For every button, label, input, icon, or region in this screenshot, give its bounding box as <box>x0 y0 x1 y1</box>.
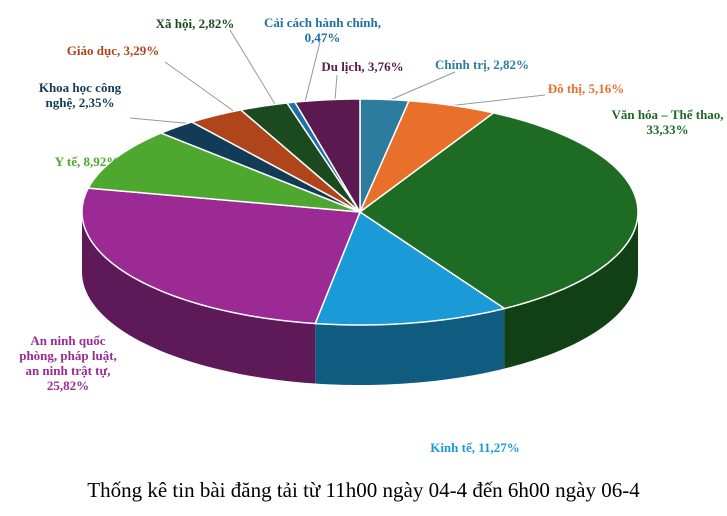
data-label: Kinh tế, 11,27% <box>430 440 520 455</box>
slice <box>81 187 362 325</box>
chart-title: Thống kê tin bài đăng tải từ 11h00 ngày … <box>87 478 640 502</box>
slice <box>314 210 507 326</box>
data-label: Cải cách hành chính, 0,47% <box>263 15 382 45</box>
slice <box>159 121 361 213</box>
slice <box>285 101 361 213</box>
slice-side <box>315 308 505 385</box>
data-label: Đô thị, 5,16% <box>547 81 625 96</box>
slice <box>239 102 361 213</box>
data-label: Y tế, 8,92% <box>54 154 120 169</box>
data-label: Khoa học công nghệ, 2,35% <box>38 80 122 110</box>
data-label: Văn hóa – Thể thao, 33,33% <box>611 107 724 137</box>
data-label: Du lịch, 3,76% <box>321 59 404 74</box>
leader-lines <box>129 29 546 126</box>
slice <box>87 132 361 213</box>
slice <box>293 98 361 215</box>
slice <box>189 109 361 213</box>
data-label: Chính trị, 2,82% <box>435 57 529 72</box>
data-label: Giáo dục, 3,29% <box>66 43 160 58</box>
data-label: Xã hội, 2,82% <box>155 16 235 31</box>
slice <box>358 99 496 215</box>
data-label: An ninh quốc phòng, pháp luật, an ninh t… <box>19 333 117 393</box>
slice-side <box>82 212 316 384</box>
slice-side <box>504 212 638 369</box>
slice <box>358 112 639 310</box>
